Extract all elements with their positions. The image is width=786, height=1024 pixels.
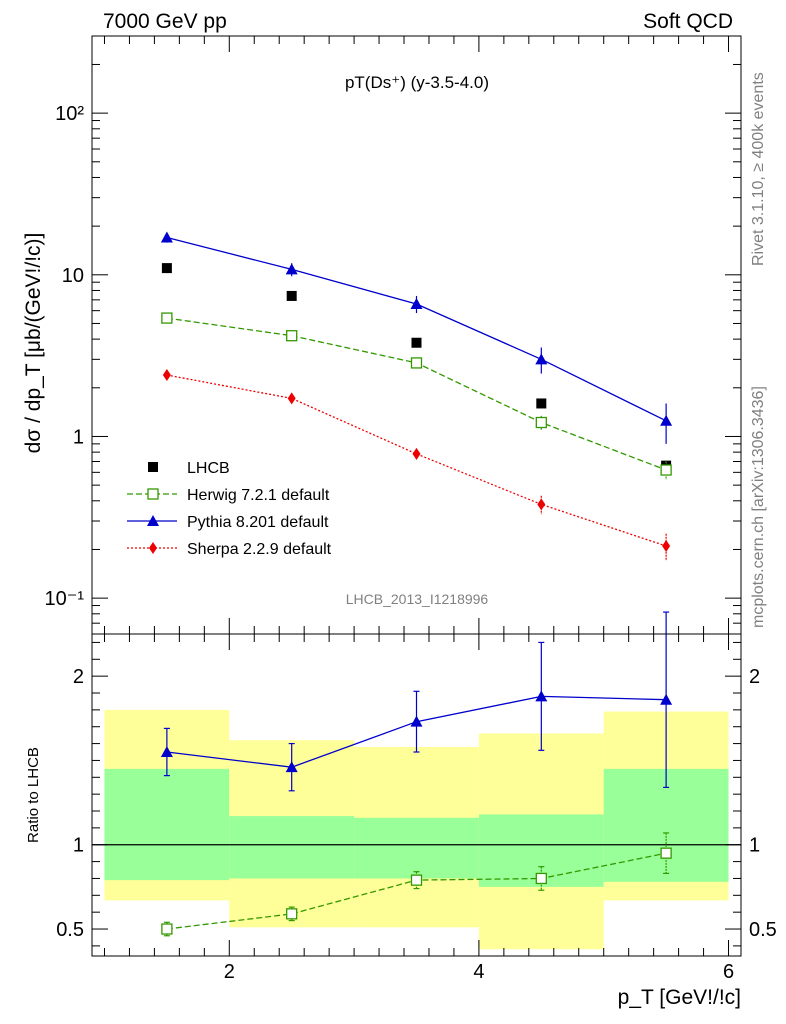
ratio-point-1-2 [410, 715, 423, 727]
ratio-y-tick-label-left: 0.5 [56, 919, 84, 941]
y-tick-label: 10² [55, 103, 84, 125]
uncertainty-band-inner [104, 768, 230, 881]
data-point-3-4 [662, 540, 671, 553]
data-point-1-2 [410, 357, 423, 369]
data-point-3-1 [287, 392, 296, 405]
x-tick-label: 6 [723, 961, 734, 983]
ratio-point-0-0 [161, 923, 173, 935]
data-point-3-2 [412, 447, 421, 460]
y-tick-label: 10 [62, 265, 84, 287]
header-left-label: 7000 GeV pp [103, 10, 227, 33]
y-tick-label: 1 [73, 426, 84, 448]
lower-frame [91, 633, 742, 957]
legend-entry-0: LHCB [187, 460, 230, 477]
data-point-1-0 [161, 312, 173, 324]
data-point-1-4 [660, 464, 672, 476]
x-tick-label: 4 [473, 961, 484, 983]
series-line-3 [166, 374, 667, 547]
ratio-y-tick-label-right: 1 [749, 835, 760, 857]
header-right-label: Soft QCD [643, 10, 733, 33]
legend-marker-0 [148, 462, 158, 472]
legend-entry-3: Sherpa 2.2.9 default [187, 541, 332, 558]
data-point-1-1 [286, 330, 298, 342]
data-point-2-3 [535, 353, 548, 365]
y-tick-label: 10⁻¹ [45, 588, 85, 610]
x-tick-label: 2 [224, 961, 235, 983]
ratio-point-1-1 [285, 761, 298, 773]
data-point-0-3 [536, 398, 547, 409]
legend-entry-1: Herwig 7.2.1 default [187, 487, 330, 504]
data-point-3-3 [537, 498, 546, 511]
upper-title: pT(Ds⁺) (y-3.5-4.0) [345, 73, 489, 92]
watermark: LHCB_2013_I1218996 [346, 591, 489, 607]
ratio-y-tick-label-right: 2 [749, 666, 760, 688]
data-point-2-4 [660, 414, 673, 426]
ratio-point-1-3 [535, 690, 548, 702]
lower-y-axis-label: Ratio to LHCB [25, 747, 42, 843]
data-point-0-0 [161, 263, 172, 274]
ratio-y-tick-label-left: 2 [73, 666, 84, 688]
legend-marker-2 [147, 515, 159, 526]
data-point-1-3 [535, 416, 547, 429]
data-point-2-1 [285, 263, 298, 275]
uncertainty-band-inner [229, 816, 355, 879]
source-label: mcplots.cern.ch [arXiv:1306.3436] [750, 386, 767, 628]
legend-entry-2: Pythia 8.201 default [187, 514, 329, 531]
data-point-2-0 [160, 231, 173, 243]
ratio-point-1-4 [660, 693, 673, 705]
legend-marker-1 [147, 488, 159, 500]
data-point-3-0 [162, 369, 171, 382]
ratio-y-tick-label-right: 0.5 [749, 919, 777, 941]
rivet-label: Rivet 3.1.10, ≥ 400k events [750, 72, 767, 266]
ratio-point-0-3 [535, 872, 547, 885]
ratio-point-0-1 [286, 908, 298, 920]
legend-marker-3 [149, 542, 157, 554]
ratio-y-tick-label-left: 1 [73, 835, 84, 857]
upper-y-axis-label: dσ / dp_T [μb/(GeV!/!c)] [22, 233, 45, 454]
ratio-point-0-4 [660, 847, 672, 859]
data-point-0-2 [411, 337, 422, 348]
ratio-point-0-2 [410, 874, 423, 886]
x-axis-label: p_T [GeV!/!c] [618, 986, 741, 1009]
data-point-2-2 [410, 297, 423, 309]
uncertainty-band-inner [354, 817, 479, 879]
ratio-point-1-0 [160, 746, 173, 758]
data-point-0-1 [286, 290, 297, 301]
